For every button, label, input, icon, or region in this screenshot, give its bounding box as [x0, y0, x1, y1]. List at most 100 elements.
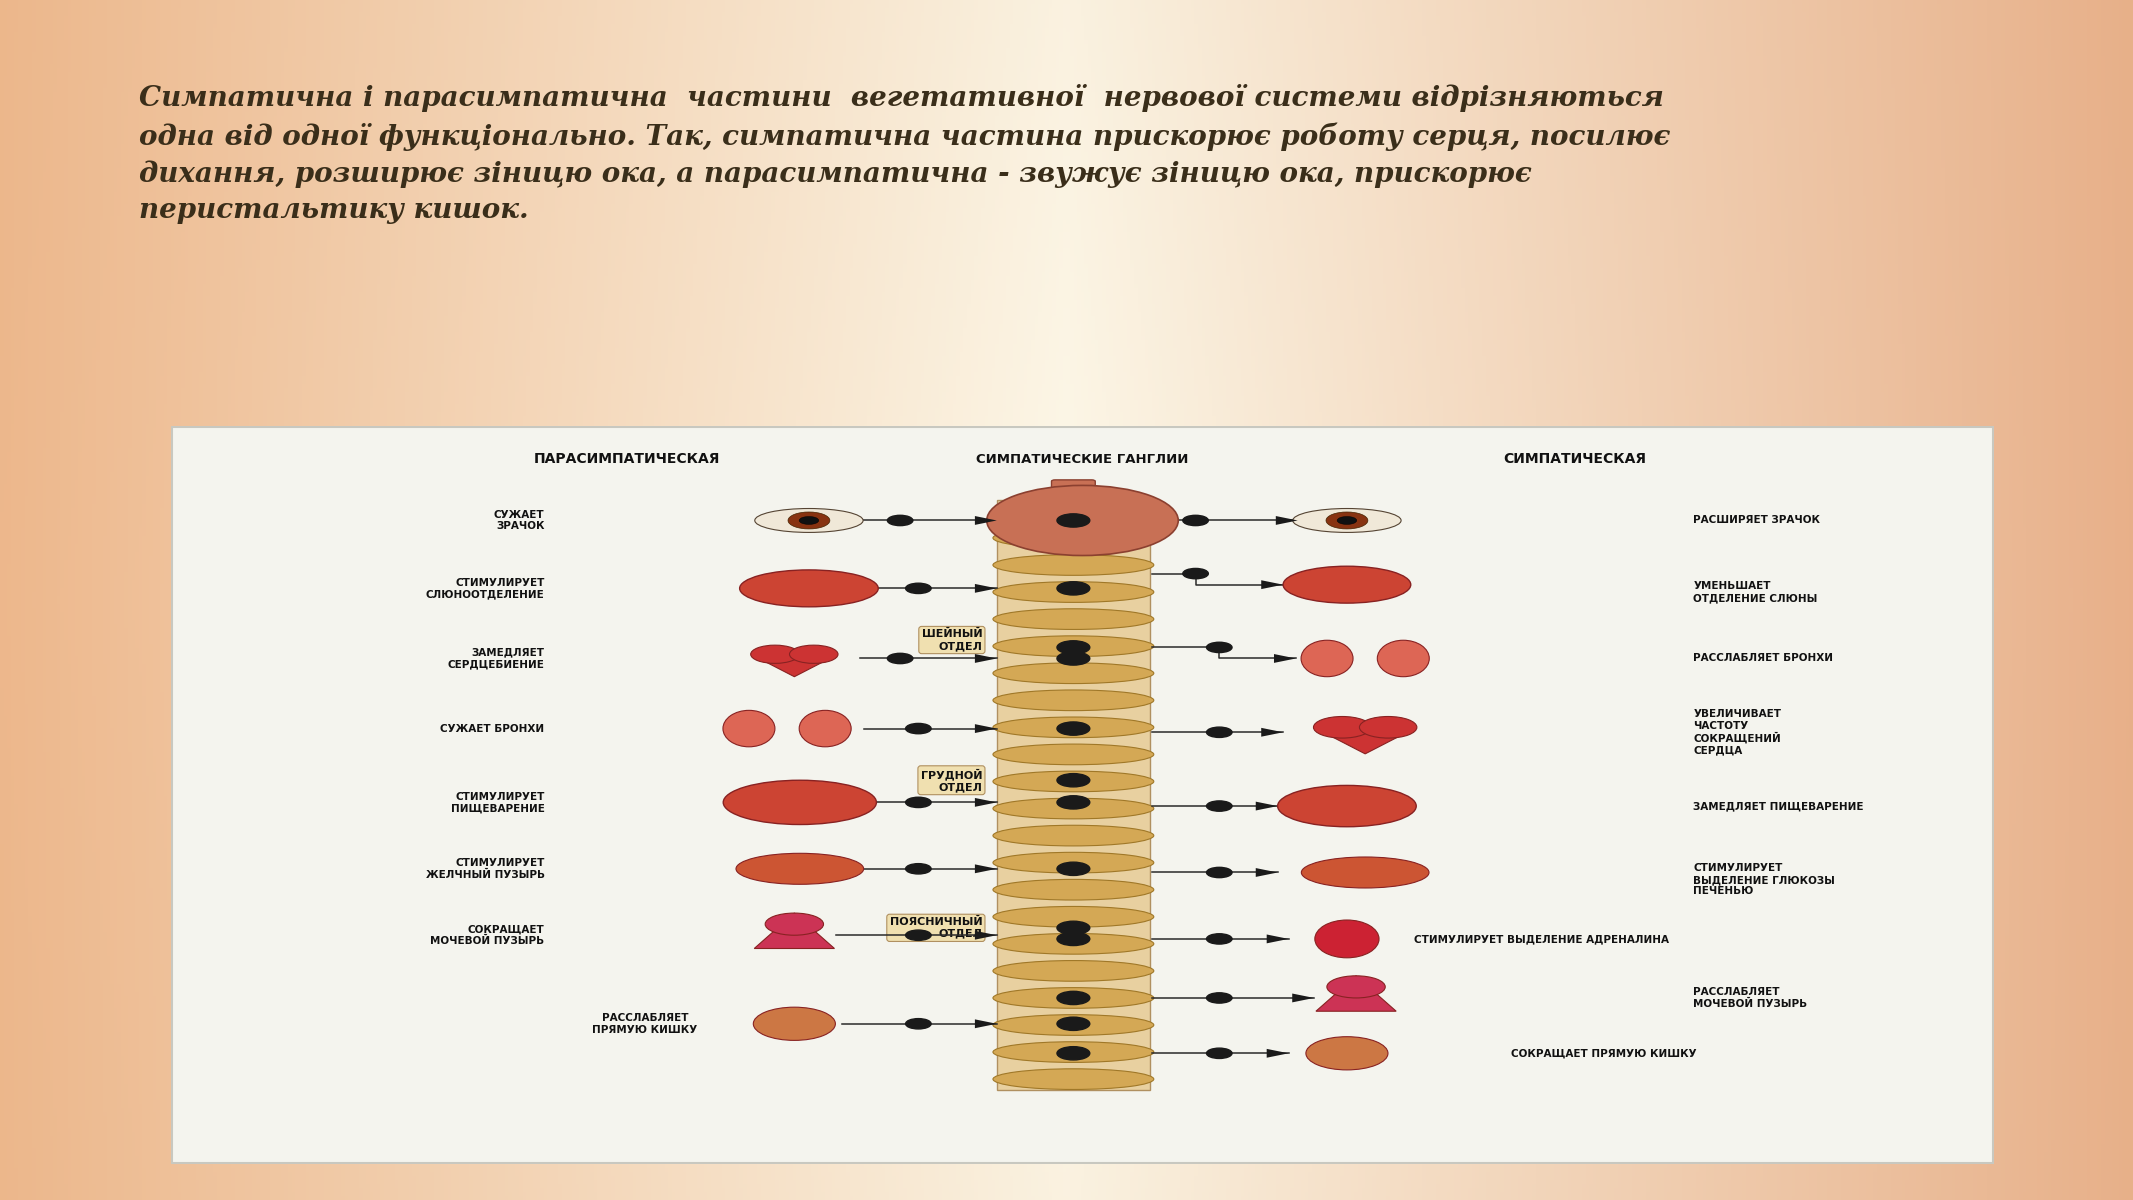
Circle shape [1207, 727, 1233, 738]
Ellipse shape [1284, 566, 1410, 604]
Ellipse shape [1359, 716, 1416, 738]
Ellipse shape [994, 852, 1154, 872]
Ellipse shape [994, 960, 1154, 982]
Polygon shape [1267, 935, 1288, 943]
Bar [996, 499, 1150, 1090]
Polygon shape [1267, 1049, 1288, 1057]
Circle shape [1058, 722, 1090, 736]
Circle shape [887, 653, 913, 664]
Polygon shape [1316, 976, 1397, 1012]
Circle shape [907, 930, 932, 941]
Circle shape [1058, 582, 1090, 595]
Ellipse shape [789, 646, 838, 664]
Circle shape [1058, 932, 1090, 946]
Ellipse shape [994, 636, 1154, 656]
Ellipse shape [994, 934, 1154, 954]
Circle shape [1058, 991, 1090, 1004]
Polygon shape [1276, 516, 1297, 524]
Text: РАССЛАБЛЯЕТ
МОЧЕВОЙ ПУЗЫРЬ: РАССЛАБЛЯЕТ МОЧЕВОЙ ПУЗЫРЬ [1694, 988, 1807, 1009]
Polygon shape [975, 798, 996, 806]
Ellipse shape [1301, 641, 1352, 677]
Polygon shape [975, 864, 996, 874]
Ellipse shape [736, 853, 864, 884]
Polygon shape [1261, 581, 1284, 589]
Ellipse shape [1314, 920, 1380, 958]
Ellipse shape [994, 906, 1154, 928]
Circle shape [1058, 1046, 1090, 1060]
Text: СИМПАТИЧЕСКИЕ ГАНГЛИИ: СИМПАТИЧЕСКИЕ ГАНГЛИИ [977, 452, 1188, 466]
Circle shape [1207, 642, 1233, 653]
FancyBboxPatch shape [1052, 480, 1094, 509]
Circle shape [887, 515, 913, 526]
Text: СУЖАЕТ
ЗРАЧОК: СУЖАЕТ ЗРАЧОК [495, 510, 544, 532]
Circle shape [907, 1019, 932, 1028]
Polygon shape [1320, 731, 1410, 754]
Ellipse shape [753, 1007, 836, 1040]
Circle shape [1207, 934, 1233, 944]
Ellipse shape [994, 528, 1154, 548]
Circle shape [1207, 800, 1233, 811]
Ellipse shape [755, 509, 864, 533]
Text: СУЖАЕТ БРОНХИ: СУЖАЕТ БРОНХИ [439, 724, 544, 733]
Ellipse shape [787, 512, 830, 529]
Ellipse shape [994, 608, 1154, 630]
Text: СТИМУЛИРУЕТ
СЛЮНООТДЕЛЕНИЕ: СТИМУЛИРУЕТ СЛЮНООТДЕЛЕНИЕ [427, 577, 544, 599]
Circle shape [907, 583, 932, 594]
Text: РАССЛАБЛЯЕТ
ПРЯМУЮ КИШКУ: РАССЛАБЛЯЕТ ПРЯМУЮ КИШКУ [593, 1013, 697, 1034]
Ellipse shape [994, 744, 1154, 764]
Polygon shape [1256, 802, 1278, 810]
Ellipse shape [1378, 641, 1429, 677]
Ellipse shape [1305, 1037, 1389, 1070]
Circle shape [1058, 774, 1090, 787]
Circle shape [1207, 868, 1233, 877]
Circle shape [1207, 992, 1233, 1003]
Ellipse shape [1337, 516, 1357, 524]
Circle shape [1058, 922, 1090, 935]
Text: СТИМУЛИРУЕТ
ВЫДЕЛЕНИЕ ГЛЮКОЗЫ
ПЕЧЕНЬЮ: СТИМУЛИРУЕТ ВЫДЕЛЕНИЕ ГЛЮКОЗЫ ПЕЧЕНЬЮ [1694, 863, 1834, 896]
Text: УМЕНЬШАЕТ
ОТДЕЛЕНИЕ СЛЮНЫ: УМЕНЬШАЕТ ОТДЕЛЕНИЕ СЛЮНЫ [1694, 581, 1817, 602]
Ellipse shape [1314, 716, 1372, 738]
Text: РАССЛАБЛЯЕТ БРОНХИ: РАССЛАБЛЯЕТ БРОНХИ [1694, 654, 1834, 664]
Circle shape [1207, 1048, 1233, 1058]
Ellipse shape [751, 646, 800, 664]
Ellipse shape [994, 772, 1154, 792]
Polygon shape [755, 913, 834, 948]
Text: СТИМУЛИРУЕТ ВЫДЕЛЕНИЕ АДРЕНАЛИНА: СТИМУЛИРУЕТ ВЫДЕЛЕНИЕ АДРЕНАЛИНА [1414, 934, 1670, 944]
Polygon shape [1256, 868, 1278, 877]
Ellipse shape [994, 500, 1154, 521]
Circle shape [1058, 641, 1090, 654]
Ellipse shape [994, 554, 1154, 575]
Polygon shape [757, 658, 832, 677]
Circle shape [1184, 515, 1207, 526]
Circle shape [1058, 862, 1090, 876]
Text: ПАРАСИМПАТИЧЕСКАЯ: ПАРАСИМПАТИЧЕСКАЯ [533, 452, 719, 467]
Circle shape [907, 797, 932, 808]
Ellipse shape [994, 1015, 1154, 1036]
Circle shape [1184, 569, 1207, 578]
Polygon shape [1261, 728, 1284, 737]
Ellipse shape [994, 1069, 1154, 1090]
Circle shape [907, 724, 932, 733]
Text: СТИМУЛИРУЕТ
ЖЕЛЧНЫЙ ПУЗЫРЬ: СТИМУЛИРУЕТ ЖЕЛЧНЫЙ ПУЗЫРЬ [424, 858, 544, 880]
Polygon shape [975, 724, 996, 733]
Text: ПОЯСНИЧНЫЙ
ОТДЕЛ: ПОЯСНИЧНЫЙ ОТДЕЛ [889, 917, 981, 938]
Ellipse shape [740, 570, 879, 607]
Ellipse shape [723, 710, 774, 746]
Text: ШЕЙНЫЙ
ОТДЕЛ: ШЕЙНЫЙ ОТДЕЛ [921, 629, 981, 650]
Circle shape [1058, 652, 1090, 665]
Ellipse shape [994, 798, 1154, 818]
Text: СТИМУЛИРУЕТ
ПИЩЕВАРЕНИЕ: СТИМУЛИРУЕТ ПИЩЕВАРЕНИЕ [450, 792, 544, 814]
Ellipse shape [994, 690, 1154, 710]
Ellipse shape [994, 1042, 1154, 1062]
Polygon shape [975, 654, 996, 662]
Text: ЗАМЕДЛЯЕТ
СЕРДЦЕБИЕНИЕ: ЗАМЕДЛЯЕТ СЕРДЦЕБИЕНИЕ [448, 648, 544, 670]
Ellipse shape [994, 582, 1154, 602]
Ellipse shape [1301, 857, 1429, 888]
Ellipse shape [766, 913, 823, 935]
Polygon shape [975, 516, 996, 524]
Ellipse shape [1327, 512, 1367, 529]
Text: Симпатична і парасимпатична  частини  вегетативної  нервової системи відрізняють: Симпатична і парасимпатична частини веге… [139, 84, 1670, 224]
Text: ЗАМЕДЛЯЕТ ПИЩЕВАРЕНИЕ: ЗАМЕДЛЯЕТ ПИЩЕВАРЕНИЕ [1694, 802, 1864, 811]
Ellipse shape [1293, 509, 1401, 533]
Polygon shape [975, 1019, 996, 1028]
